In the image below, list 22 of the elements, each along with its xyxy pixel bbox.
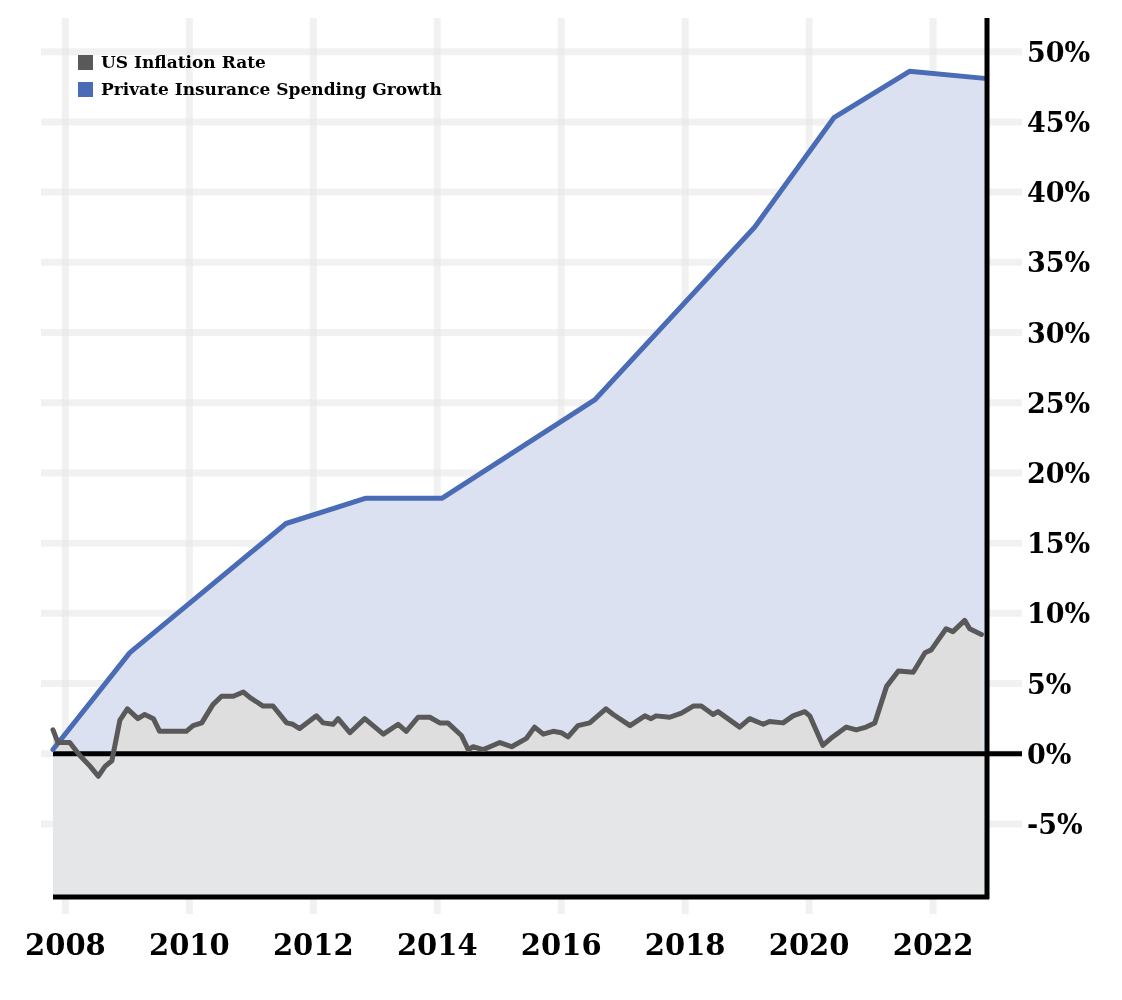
y-tick-label: 40% xyxy=(1027,177,1091,209)
y-tick-label: 20% xyxy=(1027,457,1091,489)
x-tick-label: 2018 xyxy=(644,928,726,962)
y-tick-label: 25% xyxy=(1027,387,1091,419)
x-tick-label: 2012 xyxy=(272,928,354,962)
y-tick-label: 50% xyxy=(1027,36,1091,68)
y-tick-label: 30% xyxy=(1027,317,1091,349)
x-tick-label: 2022 xyxy=(892,928,974,962)
y-tick-label: 35% xyxy=(1027,247,1091,279)
legend-label: US Inflation Rate xyxy=(101,52,267,72)
y-tick-label: 0% xyxy=(1027,738,1072,770)
y-tick-label: 5% xyxy=(1027,668,1072,700)
x-tick-label: 2020 xyxy=(768,928,850,962)
y-tick-label: 10% xyxy=(1027,598,1091,630)
x-tick-label: 2010 xyxy=(148,928,230,962)
x-tick-label: 2008 xyxy=(25,928,106,962)
x-tick-label: 2016 xyxy=(520,928,602,962)
y-tick-label: 15% xyxy=(1027,528,1091,560)
y-tick-label: -5% xyxy=(1027,808,1083,840)
y-tick-label: 45% xyxy=(1027,106,1091,138)
x-tick-label: 2014 xyxy=(396,928,478,962)
legend-label: Private Insurance Spending Growth xyxy=(101,79,442,99)
